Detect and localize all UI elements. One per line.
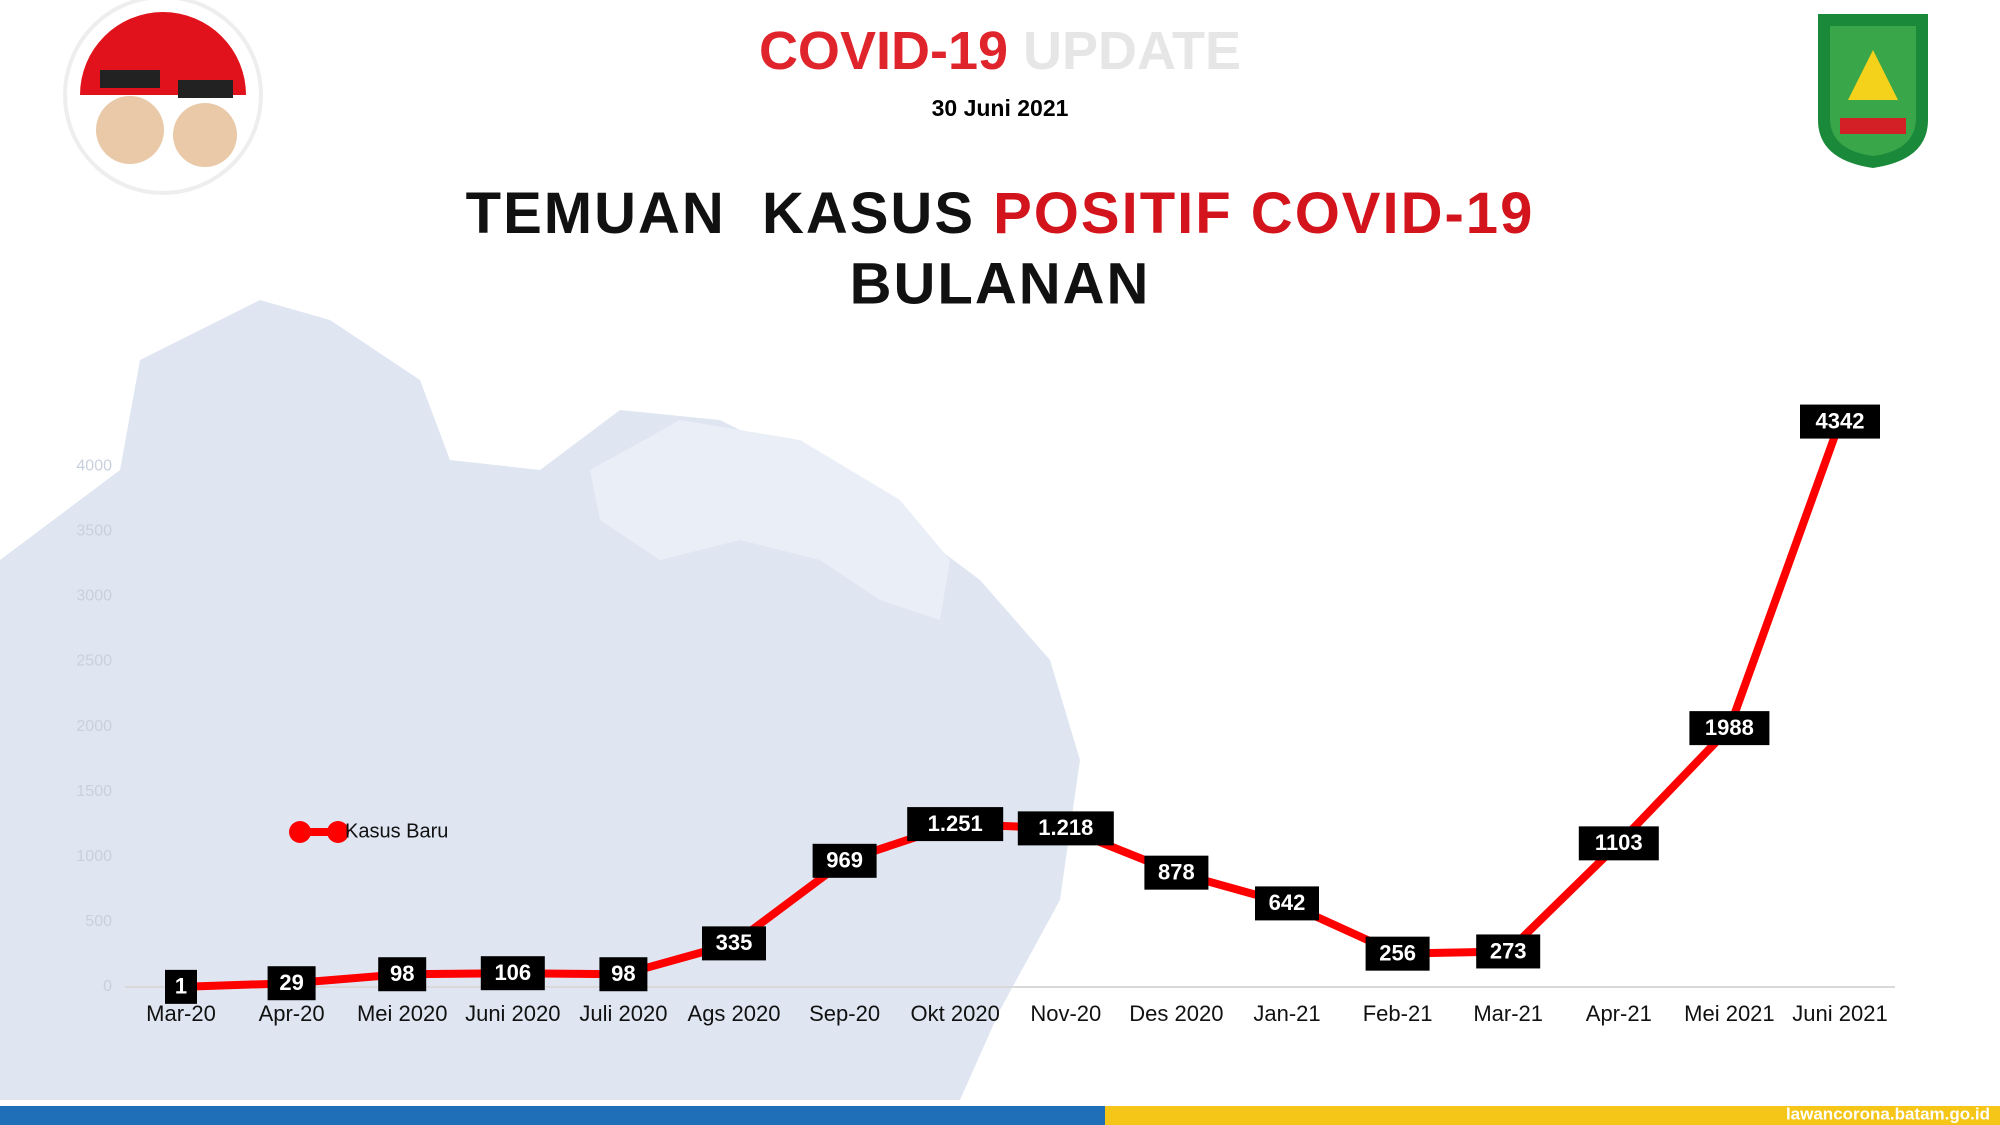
- data-label-box: [165, 969, 197, 1004]
- data-label: 1: [175, 974, 187, 999]
- x-tick-label: Juni 2021: [1792, 1001, 1887, 1026]
- data-label-box: [812, 843, 877, 878]
- date: 30 Juni 2021: [932, 95, 1069, 121]
- data-label-box: [378, 957, 427, 992]
- data-label-box: [1578, 826, 1659, 861]
- y-tick-label: 1000: [76, 848, 112, 865]
- badge: COVID-19 UPDATE: [759, 21, 1241, 81]
- x-tick-label: Des 2020: [1129, 1001, 1223, 1026]
- x-tick-label: Mei 2021: [1684, 1001, 1775, 1026]
- data-label: 335: [716, 930, 753, 955]
- legend-label: Kasus Baru: [345, 820, 448, 842]
- x-tick-label: Juli 2020: [579, 1001, 667, 1026]
- x-tick-label: Mar-20: [146, 1001, 216, 1026]
- data-label-box: [599, 957, 648, 992]
- y-tick-label: 1500: [76, 783, 112, 800]
- series-line: [180, 420, 1844, 991]
- y-tick-label: 2500: [76, 653, 112, 670]
- x-tick-label: Jan-21: [1253, 1001, 1320, 1026]
- x-tick-label: Ags 2020: [688, 1001, 781, 1026]
- y-tick-label: 4000: [76, 457, 112, 474]
- title-part: POSITIF COVID-19: [993, 181, 1534, 246]
- y-tick-label: 2000: [76, 718, 112, 735]
- data-label-box: [1144, 855, 1209, 890]
- data-label: 29: [279, 970, 303, 995]
- data-label: 878: [1158, 859, 1195, 884]
- x-tick-label: Apr-20: [259, 1001, 325, 1026]
- data-label-box: [1689, 711, 1770, 746]
- x-tick-label: Apr-21: [1586, 1001, 1652, 1026]
- data-label: 1.251: [928, 811, 983, 836]
- legend-marker: [327, 821, 349, 843]
- data-label-box: [480, 956, 545, 991]
- data-label-box: [1800, 404, 1880, 439]
- data-label-box: [907, 807, 1004, 842]
- x-tick-label: Juni 2020: [465, 1001, 560, 1026]
- footer-url: lawancorona.batam.go.id: [1786, 1104, 1990, 1123]
- x-tick-label: Sep-20: [809, 1001, 880, 1026]
- data-label-box: [1017, 811, 1114, 846]
- badge-main: COVID-19: [759, 21, 1008, 81]
- chart-title: TEMUAN KASUS POSITIF COVID-19: [466, 181, 1535, 246]
- data-label-box: [702, 926, 766, 961]
- data-label: 98: [390, 961, 414, 986]
- data-label-box: [1476, 934, 1541, 969]
- title-part: TEMUAN KASUS: [466, 181, 975, 246]
- data-label: 273: [1490, 938, 1527, 963]
- footer-bar: [0, 1106, 1105, 1125]
- badge-sub: UPDATE: [1023, 21, 1241, 81]
- legend-marker: [289, 821, 311, 843]
- right-logo: [1818, 14, 1928, 168]
- x-tick-label: Feb-21: [1363, 1001, 1433, 1026]
- data-label: 4342: [1816, 408, 1865, 433]
- data-label: 969: [826, 848, 863, 873]
- map-background: [0, 300, 1080, 1100]
- data-label: 642: [1269, 890, 1306, 915]
- x-tick-label: Mei 2020: [357, 1001, 448, 1026]
- left-logo: [63, 0, 263, 195]
- data-label: 1988: [1705, 715, 1754, 740]
- data-label: 106: [494, 960, 531, 985]
- y-tick-label: 500: [85, 913, 112, 930]
- data-label-box: [267, 966, 316, 1001]
- x-tick-label: Mar-21: [1473, 1001, 1543, 1026]
- chart-title: BULANAN: [850, 251, 1151, 316]
- data-label: 1.218: [1038, 815, 1093, 840]
- data-label: 1103: [1595, 830, 1643, 855]
- x-tick-label: Nov-20: [1030, 1001, 1101, 1026]
- data-label: 256: [1379, 940, 1416, 965]
- y-tick-label: 3000: [76, 588, 112, 605]
- y-tick-label: 3500: [76, 522, 112, 539]
- data-label-box: [1255, 886, 1319, 921]
- data-label-box: [1365, 936, 1430, 971]
- footer-bar: [1105, 1106, 2000, 1125]
- data-label: 98: [611, 961, 635, 986]
- y-tick-label: 0: [103, 978, 112, 995]
- x-tick-label: Okt 2020: [911, 1001, 1000, 1026]
